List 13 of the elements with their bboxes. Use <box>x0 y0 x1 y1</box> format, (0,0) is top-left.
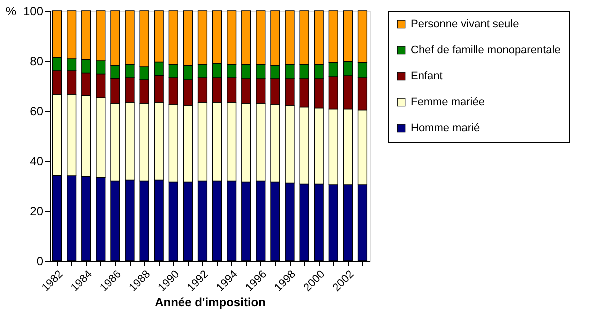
legend-label: Femme mariée <box>411 96 485 108</box>
legend-label: Enfant <box>411 70 443 82</box>
y-tick-label: 60 <box>30 104 44 118</box>
x-axis-title: Année d'imposition <box>155 296 266 310</box>
y-tick-label: 80 <box>30 54 44 68</box>
y-tick-label: 0 <box>36 254 44 268</box>
y-tick-label: 100 <box>23 4 44 18</box>
legend-label: Homme marié <box>411 122 480 134</box>
y-tick-label: 20 <box>30 204 44 218</box>
legend-label: Chef de famille monoparentale <box>411 44 561 56</box>
y-axis-title: % <box>6 4 17 18</box>
legend-label: Personne vivant seule <box>411 18 520 30</box>
y-tick-label: 40 <box>30 154 44 168</box>
